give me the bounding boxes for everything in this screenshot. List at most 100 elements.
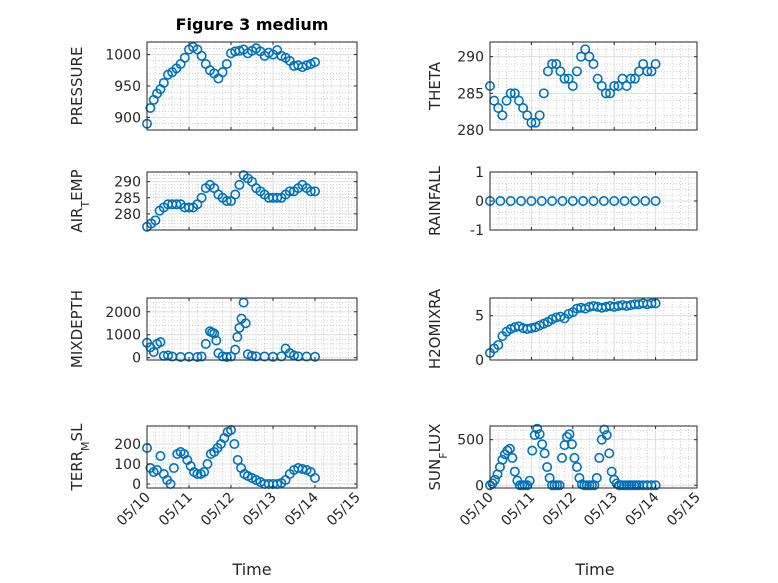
data-point [297,463,308,474]
data-point [555,66,566,77]
x-axis-label-left: Time [231,560,271,579]
x-tick-label: 05/14 [282,489,322,529]
y-tick-label: 0 [475,478,484,494]
data-point [504,443,515,454]
y-tick-label: 285 [114,191,141,207]
data-point [527,445,538,456]
data-point [217,67,228,78]
data-point [538,88,549,99]
data-point [495,196,506,207]
subplot-6: 0 5 H2OMIXRA [426,288,698,369]
data-point [209,328,220,339]
data-point [646,298,657,309]
data-point [526,196,537,207]
subplot-4: -1 0 1 RAINFALL [426,165,698,239]
data-point [497,110,508,121]
data-point [150,215,161,226]
data-point [609,81,620,92]
axes-box [489,41,698,131]
y-tick-label: 2000 [105,305,141,321]
data-point [184,202,195,213]
data-point [571,66,582,77]
y-axis-label: H2OMIXRA [426,288,444,369]
data-point [588,196,599,207]
data-point [650,58,661,69]
data-point [526,117,537,128]
data-point [221,196,232,207]
data-point [534,110,545,121]
data-point [145,103,156,114]
data-point [171,199,182,210]
data-point [493,339,504,350]
y-tick-label: 0 [132,351,141,367]
data-point [534,429,545,440]
data-point [229,438,240,449]
x-tick-label: 05/11 [498,490,538,530]
x-tick-label: 05/12 [540,490,580,530]
data-point [629,73,640,84]
data-point [202,458,213,469]
data-point [192,352,203,363]
data-point [309,186,320,197]
y-tick-label: 200 [114,437,141,453]
y-axis-label: TERRMSL [68,423,92,492]
y-tick-label: 280 [457,123,484,139]
data-point [640,196,651,207]
subplot-grid: 9009501000PRESSURE280285290THETA28028529… [68,41,704,530]
data-point [272,192,283,203]
y-tick-label: 1 [475,165,484,181]
subplot-2: 280 285 290 THETA [426,41,698,139]
data-point [557,196,568,207]
data-point [155,337,166,348]
data-point [594,452,605,463]
axes-box [489,425,698,489]
data-point [567,81,578,92]
data-point [532,423,543,434]
data-point [493,103,504,114]
data-point [199,466,210,477]
data-point [601,430,612,441]
data-point [232,332,243,343]
plot-area [147,298,357,360]
data-point [509,466,520,477]
y-tick-label: 280 [114,207,141,223]
x-tick-label: 05/13 [581,490,621,530]
data-point [625,73,636,84]
data-point [557,452,568,463]
data-point [522,110,533,121]
data-point [600,88,611,99]
data-point [564,429,575,440]
data-point [605,88,616,99]
y-tick-label: 5 [475,309,484,325]
data-point [196,192,207,203]
data-point [578,196,589,207]
axes-box [146,171,358,231]
data-point [591,472,602,483]
data-point [567,196,578,207]
data-point [596,81,607,92]
data-point [211,335,222,346]
data-point [179,52,190,63]
axes-box [489,297,698,361]
y-tick-label: 0 [132,477,141,493]
data-point [158,77,169,88]
data-point [309,351,320,362]
data-point [559,73,570,84]
data-point [518,103,529,114]
data-point [529,430,540,441]
data-point [196,351,207,362]
data-point [599,424,610,435]
x-tick-label: 05/14 [623,489,663,529]
data-point [566,439,577,450]
data-point [650,196,661,207]
data-point [513,95,524,106]
data-point [580,44,591,55]
data-point [562,431,573,442]
data-point [554,480,565,491]
x-tick-label: 05/13 [240,490,280,530]
data-point [230,344,241,355]
data-point [547,196,558,207]
subplot-8: 0 500 05/10 05/11 05/12 05/13 05/14 05/15 SUNFLU… [426,424,704,530]
y-tick-label: 1000 [105,328,141,344]
